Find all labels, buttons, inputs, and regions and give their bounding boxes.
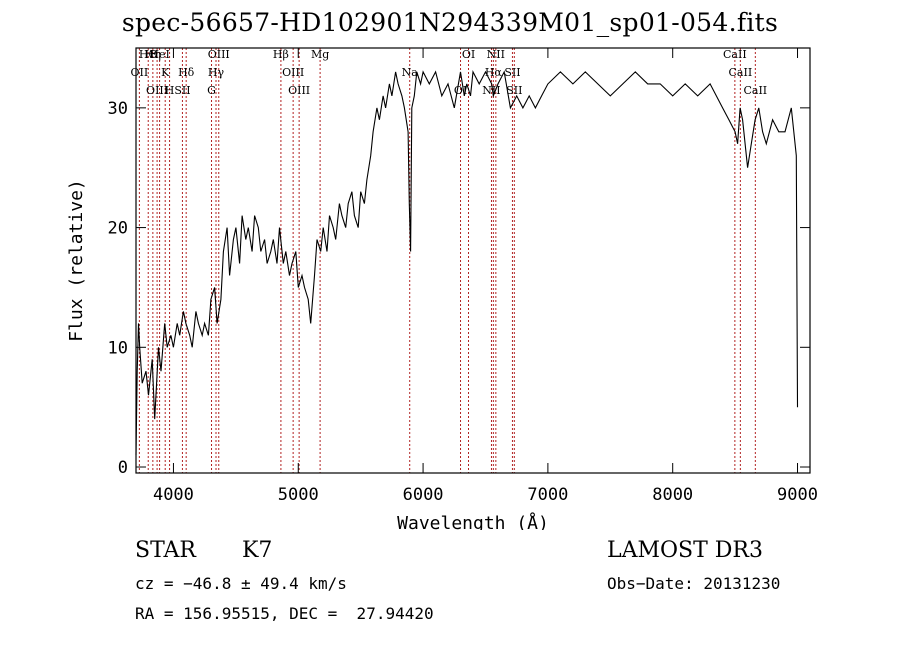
coordinates: RA = 156.95515, DEC = 27.94420 <box>135 604 434 623</box>
x-tick-label: 5000 <box>278 485 319 505</box>
line-marker-label: Hδ <box>178 66 195 79</box>
spectral-subclass: K7 <box>242 538 273 563</box>
line-marker-label: Na <box>402 66 419 79</box>
line-marker-label: Hη <box>145 48 161 61</box>
line-marker-label: HΘ <box>139 48 158 61</box>
x-axis-ticks: 4000 5000 6000 7000 8000 9000 <box>153 48 818 505</box>
line-marker-label: HeI <box>149 48 169 61</box>
line-marker-label: H <box>165 84 175 97</box>
line-marker-label: OIII <box>282 66 304 79</box>
line-marker-label: OIII <box>146 84 168 97</box>
line-marker-label: OIII <box>208 48 230 61</box>
plot-frame <box>135 47 811 474</box>
spectrum-line <box>135 70 799 456</box>
line-marker-label: NII <box>487 48 505 61</box>
line-marker-label: SII <box>506 84 522 97</box>
line-marker-label: OIII <box>288 84 310 97</box>
line-marker-label: SII <box>504 66 520 79</box>
line-marker-label: OII <box>131 66 149 79</box>
x-tick-label: 8000 <box>652 485 693 505</box>
line-marker-label: Hα <box>485 66 503 79</box>
y-axis-label: Flux (relative) <box>66 179 87 342</box>
line-marker-label: OI <box>462 48 475 61</box>
line-marker-label: Hβ <box>273 48 289 61</box>
y-tick-label: 10 <box>108 338 128 358</box>
line-marker-label: SII <box>174 84 190 97</box>
spectral-line-labels: HΘ OII OIII HeI KH Hη Hδ SII OIII Hγ G Hβ OIII OIII Mg… <box>131 48 768 97</box>
y-tick-label: 0 <box>118 458 128 478</box>
line-marker-label: Hγ <box>208 66 225 79</box>
survey-name: LAMOST DR3 <box>607 538 763 563</box>
line-marker-label: NII <box>482 84 500 97</box>
chart-title: spec-56657-HD102901N294339M01_sp01-054.f… <box>121 8 779 37</box>
y-tick-label: 30 <box>108 99 128 119</box>
x-tick-label: 6000 <box>403 485 444 505</box>
line-marker-label: Mg <box>311 48 329 61</box>
line-marker-label: K <box>161 66 170 79</box>
line-marker-label: CaII <box>743 84 767 97</box>
redshift-velocity: cz = −46.8 ± 49.4 km/s <box>135 574 347 593</box>
x-axis-label: Wavelength (Å) <box>397 512 549 530</box>
line-marker-label: G <box>207 84 216 97</box>
spectrum-plot: HΘ OII OIII HeI KH Hη Hδ SII OIII Hγ G Hβ OIII OIII Mg… <box>66 47 818 530</box>
spectral-line-markers <box>138 48 756 473</box>
line-marker-label: CaII <box>723 48 747 61</box>
x-tick-label: 7000 <box>527 485 568 505</box>
y-tick-label: 20 <box>108 219 128 239</box>
object-class: STAR <box>135 538 196 563</box>
line-marker-label: CaII <box>729 66 753 79</box>
observation-date: Obs−Date: 20131230 <box>607 574 781 593</box>
x-tick-label: 4000 <box>153 485 194 505</box>
y-axis-ticks: 0 10 20 30 <box>108 99 810 478</box>
x-tick-label: 9000 <box>777 485 818 505</box>
